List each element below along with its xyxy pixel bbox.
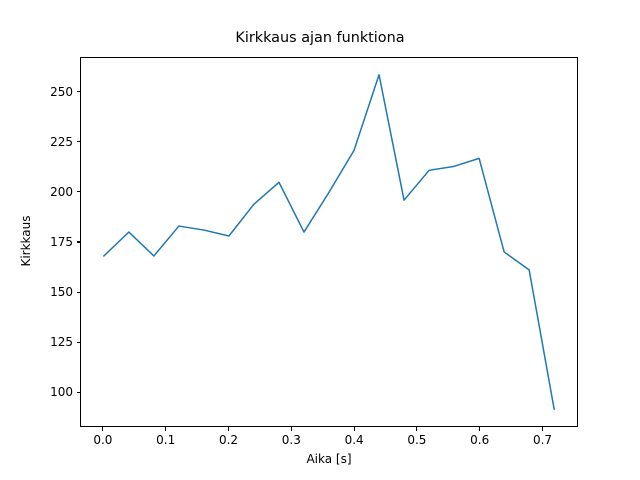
y-tick-mark xyxy=(76,91,80,93)
y-tick-label: 250 xyxy=(50,84,73,99)
x-tick-label: 0.2 xyxy=(218,433,239,447)
x-tick-mark xyxy=(416,427,418,431)
x-tick-label: 0.5 xyxy=(407,433,427,447)
x-tick-label: 0.0 xyxy=(93,433,113,447)
y-tick-label: 100 xyxy=(50,385,73,400)
x-tick-mark xyxy=(479,427,481,431)
x-tick-mark xyxy=(541,427,544,431)
y-tick-label: 125 xyxy=(50,335,73,350)
y-tick-mark xyxy=(76,241,80,243)
y-tick-label: 175 xyxy=(50,235,73,249)
y-tick-mark xyxy=(76,141,80,143)
x-tick-label: 0.1 xyxy=(156,433,176,447)
x-tick-label: 0.4 xyxy=(344,433,364,447)
x-tick-mark xyxy=(165,427,167,431)
y-tick-mark xyxy=(76,341,80,343)
x-tick-label: 0.7 xyxy=(532,433,553,447)
x-axis-label: Aika [s] xyxy=(306,452,352,466)
plot-area xyxy=(80,57,578,427)
x-tick-mark xyxy=(290,427,292,431)
data-line-svg xyxy=(103,73,555,411)
y-tick-mark xyxy=(76,191,80,193)
y-tick-label: 225 xyxy=(50,134,73,149)
x-tick-mark xyxy=(353,427,355,431)
x-tick-label: 0.6 xyxy=(470,433,490,447)
y-tick-mark xyxy=(76,391,80,393)
y-tick-mark xyxy=(76,291,80,293)
y-tick-label: 150 xyxy=(50,285,73,300)
brightness-line-series xyxy=(103,73,555,411)
x-tick-mark xyxy=(102,427,104,431)
x-tick-label: 0.3 xyxy=(281,433,301,447)
chart-title: Kirkkaus ajan funktiona xyxy=(235,30,405,46)
x-tick-mark xyxy=(227,427,230,431)
y-tick-label: 200 xyxy=(50,184,73,199)
